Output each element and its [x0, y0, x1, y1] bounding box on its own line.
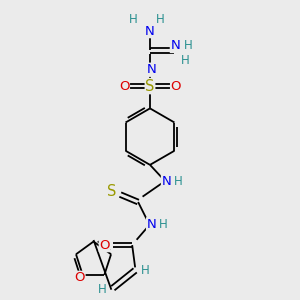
- Text: H: H: [159, 218, 168, 231]
- Text: O: O: [99, 238, 110, 252]
- Text: H: H: [184, 40, 193, 52]
- Text: H: H: [156, 13, 165, 26]
- Text: H: H: [181, 54, 190, 67]
- Text: O: O: [171, 80, 181, 93]
- Text: H: H: [174, 175, 183, 188]
- Text: H: H: [129, 13, 138, 26]
- Text: N: N: [161, 175, 171, 188]
- Text: O: O: [74, 272, 85, 284]
- Text: S: S: [107, 184, 117, 199]
- Text: S: S: [145, 79, 155, 94]
- Text: N: N: [147, 218, 156, 231]
- Text: N: N: [145, 25, 155, 38]
- Text: N: N: [147, 63, 156, 76]
- Text: N: N: [170, 40, 180, 52]
- Text: O: O: [119, 80, 129, 93]
- Text: H: H: [98, 283, 107, 296]
- Text: H: H: [141, 264, 150, 277]
